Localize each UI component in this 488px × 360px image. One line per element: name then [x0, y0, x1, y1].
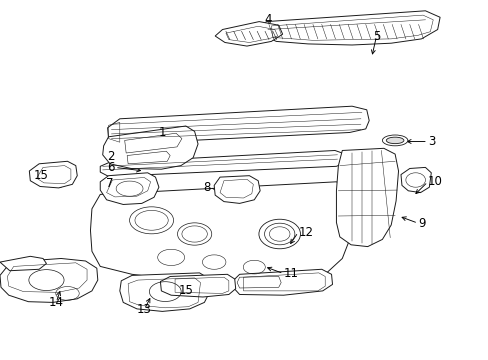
Polygon shape: [0, 256, 46, 271]
Polygon shape: [100, 173, 159, 204]
Polygon shape: [400, 167, 430, 193]
Text: 13: 13: [137, 303, 151, 316]
Text: 5: 5: [372, 30, 380, 42]
Text: 7: 7: [106, 177, 113, 190]
Text: 1: 1: [159, 126, 166, 139]
Polygon shape: [102, 126, 198, 169]
Polygon shape: [0, 258, 98, 302]
Polygon shape: [214, 176, 260, 203]
Ellipse shape: [386, 137, 403, 144]
Polygon shape: [100, 150, 347, 176]
Text: 12: 12: [298, 226, 313, 239]
Text: 6: 6: [107, 161, 115, 174]
Polygon shape: [215, 22, 282, 46]
Text: 15: 15: [178, 284, 193, 297]
Polygon shape: [107, 106, 368, 144]
Text: 10: 10: [427, 175, 442, 188]
Text: 3: 3: [427, 135, 434, 148]
Polygon shape: [336, 148, 398, 247]
Text: 4: 4: [264, 13, 271, 26]
Text: 11: 11: [283, 267, 298, 280]
Polygon shape: [259, 11, 439, 45]
Polygon shape: [120, 273, 210, 311]
Text: 2: 2: [107, 150, 115, 163]
Text: 9: 9: [417, 217, 425, 230]
Polygon shape: [160, 274, 235, 297]
Polygon shape: [90, 182, 351, 283]
Text: 14: 14: [49, 296, 63, 309]
Text: 15: 15: [34, 169, 49, 182]
Ellipse shape: [382, 135, 407, 146]
Polygon shape: [233, 269, 332, 295]
Polygon shape: [29, 161, 77, 188]
Text: 8: 8: [203, 181, 210, 194]
